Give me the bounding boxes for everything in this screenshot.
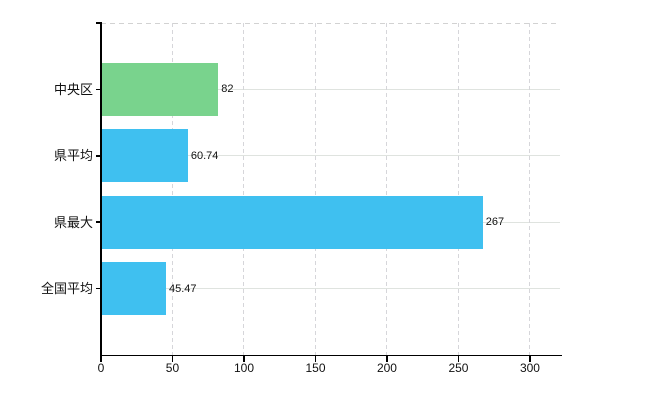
y-axis-tick xyxy=(96,287,101,290)
x-gridline xyxy=(529,23,531,355)
y-axis-label: 県最大 xyxy=(53,214,93,230)
x-gridline xyxy=(386,23,388,355)
y-gridline xyxy=(101,288,560,290)
y-axis-tick xyxy=(96,88,101,91)
x-gridline xyxy=(243,23,245,355)
x-axis-tick-label: 50 xyxy=(165,361,180,375)
x-axis-tick-label: 200 xyxy=(376,361,397,375)
bar-value-label: 60.74 xyxy=(190,149,219,162)
y-axis-tick xyxy=(96,221,101,223)
x-axis-tick-label: 100 xyxy=(233,361,254,375)
bar-県最大 xyxy=(101,195,483,249)
x-axis-tick-label: 150 xyxy=(305,361,326,375)
bar-県平均 xyxy=(101,129,188,183)
bar-value-label: 45.47 xyxy=(169,282,197,295)
y-gridline xyxy=(101,155,560,157)
y-axis-tick xyxy=(96,155,101,157)
y-axis-line xyxy=(100,22,102,356)
y-gridline xyxy=(101,88,560,90)
bar-全国平均 xyxy=(101,262,167,316)
x-axis-tick xyxy=(457,356,460,362)
x-gridline xyxy=(314,23,316,355)
x-axis-tick-label: 0 xyxy=(97,361,105,375)
x-axis-line xyxy=(100,354,562,356)
x-axis-tick xyxy=(100,356,102,362)
x-gridline xyxy=(457,23,459,355)
bar-中央区 xyxy=(101,62,219,116)
bar-value-label: 82 xyxy=(221,83,234,96)
y-axis-label: 全国平均 xyxy=(40,281,93,297)
x-axis-tick xyxy=(314,356,317,362)
bar-value-label: 267 xyxy=(485,216,505,229)
plot-area: 82 60.74 267 45.47 xyxy=(101,23,560,355)
x-gridline xyxy=(171,23,173,355)
y-axis-label: 中央区 xyxy=(53,81,93,97)
x-axis-tick-label: 300 xyxy=(519,361,540,375)
x-axis-tick xyxy=(171,356,174,362)
x-axis-tick xyxy=(529,356,531,362)
y-axis-label: 県平均 xyxy=(53,148,93,164)
x-axis-tick xyxy=(243,356,245,362)
plot-top-border xyxy=(101,23,560,24)
x-axis-tick-label: 250 xyxy=(448,361,469,375)
y-axis-tick xyxy=(96,22,101,24)
x-axis-tick xyxy=(386,356,388,362)
